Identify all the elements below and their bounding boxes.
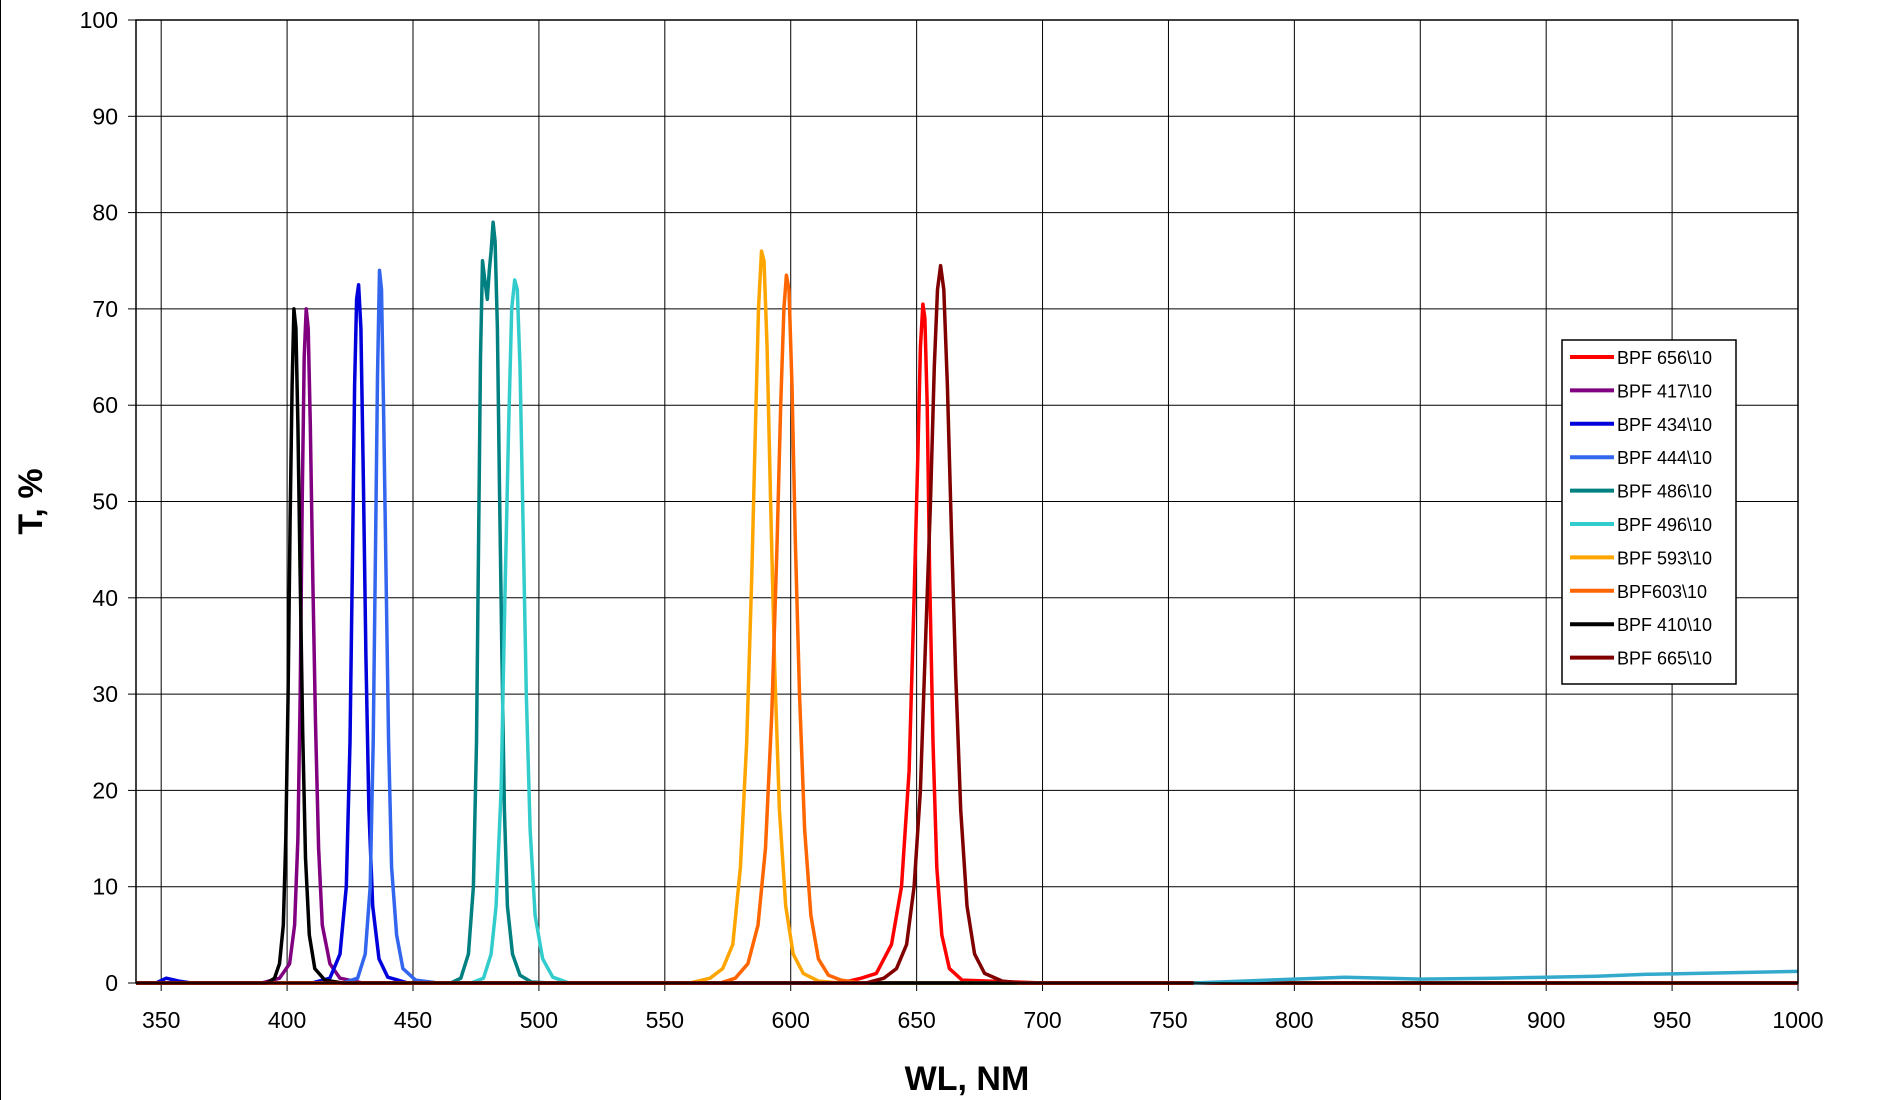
y-tick-label: 100	[80, 7, 118, 33]
plot-frame	[135, 19, 1799, 984]
x-tick-label: 850	[1401, 1007, 1439, 1033]
x-tick-label: 950	[1653, 1007, 1691, 1033]
series-line-7	[136, 273, 1798, 985]
legend-label: BPF 434\10	[1617, 415, 1712, 435]
x-axis-title: WL, NM	[905, 1060, 1030, 1098]
series-line-3	[136, 268, 1798, 985]
legend-label: BPF 496\10	[1617, 515, 1712, 535]
x-tick-label: 700	[1023, 1007, 1061, 1033]
x-tick-label: 350	[142, 1007, 180, 1033]
x-tick-label: 450	[394, 1007, 432, 1033]
legend-box	[1561, 339, 1737, 685]
y-tick-label: 80	[92, 200, 118, 226]
x-tick-label: 1000	[1772, 1007, 1823, 1033]
x-tick-label: 500	[520, 1007, 558, 1033]
grid	[128, 19, 1799, 991]
series-line-8	[136, 307, 1798, 985]
x-tick-label: 550	[646, 1007, 684, 1033]
y-tick-label: 60	[92, 392, 118, 418]
legend: BPF 656\10 BPF 417\10 BPF 434\10 BPF 444\10…	[1561, 339, 1737, 685]
series-line-6	[136, 249, 1798, 985]
x-tick-label: 800	[1275, 1007, 1313, 1033]
x-tick-labels: 350 400 450 500 550 600 650 700 750 800 850 900 950 1…	[142, 1007, 1824, 1033]
x-tick-label: 400	[268, 1007, 306, 1033]
y-tick-label: 10	[92, 874, 118, 900]
legend-label: BPF 417\10	[1617, 381, 1712, 401]
series-line-5	[136, 278, 1798, 985]
x-tick-label: 600	[772, 1007, 810, 1033]
x-tick-label: 750	[1149, 1007, 1187, 1033]
y-tick-labels: 0 10 20 30 40 50 60 70 80 90 100	[80, 7, 118, 996]
x-tick-label: 650	[897, 1007, 935, 1033]
y-tick-label: 70	[92, 296, 118, 322]
series-line-1	[136, 307, 1798, 985]
series-line-4	[136, 220, 1798, 985]
series-line-10	[1193, 969, 1799, 985]
y-tick-label: 40	[92, 585, 118, 611]
x-tick-label: 900	[1527, 1007, 1565, 1033]
legend-label: BPF 444\10	[1617, 448, 1712, 468]
y-tick-label: 0	[105, 970, 118, 996]
y-tick-label: 90	[92, 103, 118, 129]
y-tick-label: 30	[92, 681, 118, 707]
y-tick-label: 50	[92, 489, 118, 515]
legend-label: BPF 486\10	[1617, 482, 1712, 502]
legend-label: BPF603\10	[1617, 582, 1707, 602]
legend-label: BPF 665\10	[1617, 649, 1712, 669]
legend-label: BPF 410\10	[1617, 615, 1712, 635]
legend-label: BPF 656\10	[1617, 348, 1712, 368]
series-line-0	[136, 302, 1798, 985]
y-axis-title: T, %	[12, 468, 50, 534]
series-line-9	[136, 263, 1798, 985]
y-tick-label: 20	[92, 777, 118, 803]
legend-label: BPF 593\10	[1617, 548, 1712, 568]
series-group	[136, 220, 1799, 985]
